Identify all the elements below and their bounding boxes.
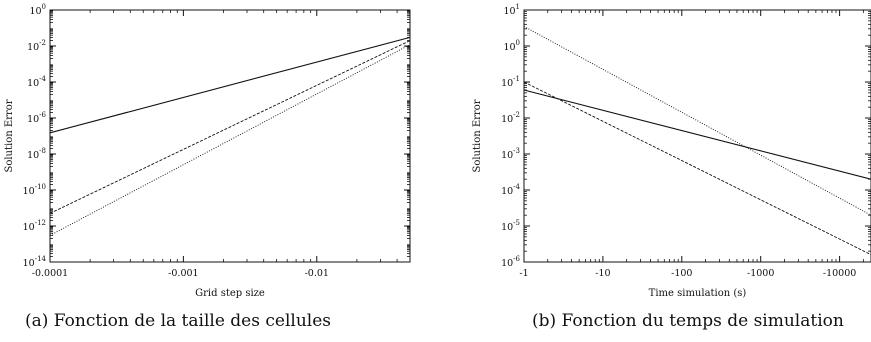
y-tick-label: 10-4	[501, 183, 520, 197]
y-tick-label: 100	[503, 39, 520, 53]
y-tick-label: 10-10	[23, 183, 46, 197]
y-tick-label: 10-6	[27, 111, 46, 125]
series-dashed-line	[49, 40, 411, 214]
y-tick-label: 10-4	[27, 75, 46, 89]
x-tick-label: -10	[595, 268, 610, 279]
y-tick-label: 10-12	[23, 219, 46, 233]
y-tick-label: 10-14	[23, 255, 47, 269]
y-tick-label: 10-8	[27, 147, 46, 161]
x-tick-label: -100	[671, 268, 692, 279]
y-tick-label: 10-2	[501, 111, 520, 125]
y-tick-label: 10-3	[501, 147, 520, 161]
x-tick-label: -0.01	[305, 268, 329, 279]
y-tick-label: 101	[503, 3, 520, 17]
x-tick-label: -0.0001	[32, 268, 68, 279]
plot-frame	[49, 9, 411, 263]
chart-b: 101 100 10-1 10-2 10-3 10-4 10-5 10-6-1 -10 -100 -…	[472, 3, 871, 299]
chart-a: 100 10-2 10-4 10-6 10-8 10-10 10-12 10-14-0.000…	[4, 3, 411, 299]
y-axis-label: Solution Error	[472, 99, 483, 172]
y-axis-label: Solution Error	[4, 99, 15, 172]
x-tick-label: -10000	[823, 268, 856, 279]
y-tick-label: 10-2	[27, 39, 46, 53]
plot-frame	[523, 9, 871, 263]
x-axis-label: Grid step size	[195, 288, 265, 299]
caption-b: (b) Fonction du temps de simulation	[532, 311, 844, 331]
y-tick-label: 10-1	[501, 75, 520, 89]
series-dotted-line	[49, 44, 411, 236]
series-solid-line	[523, 89, 871, 180]
caption-a: (a) Fonction de la taille des cellules	[25, 311, 331, 331]
y-tick-label: 10-5	[501, 219, 520, 233]
x-tick-label: -0.001	[168, 268, 198, 279]
series-solid-line	[49, 36, 411, 134]
y-tick-label: 100	[29, 3, 46, 17]
x-axis-label: Time simulation (s)	[649, 288, 747, 299]
x-tick-label: -1000	[747, 268, 774, 279]
series-dotted-line	[523, 26, 871, 216]
series-dashed-line	[523, 81, 871, 256]
x-tick-label: -1	[519, 268, 528, 279]
y-tick-label: 10-6	[501, 255, 520, 269]
